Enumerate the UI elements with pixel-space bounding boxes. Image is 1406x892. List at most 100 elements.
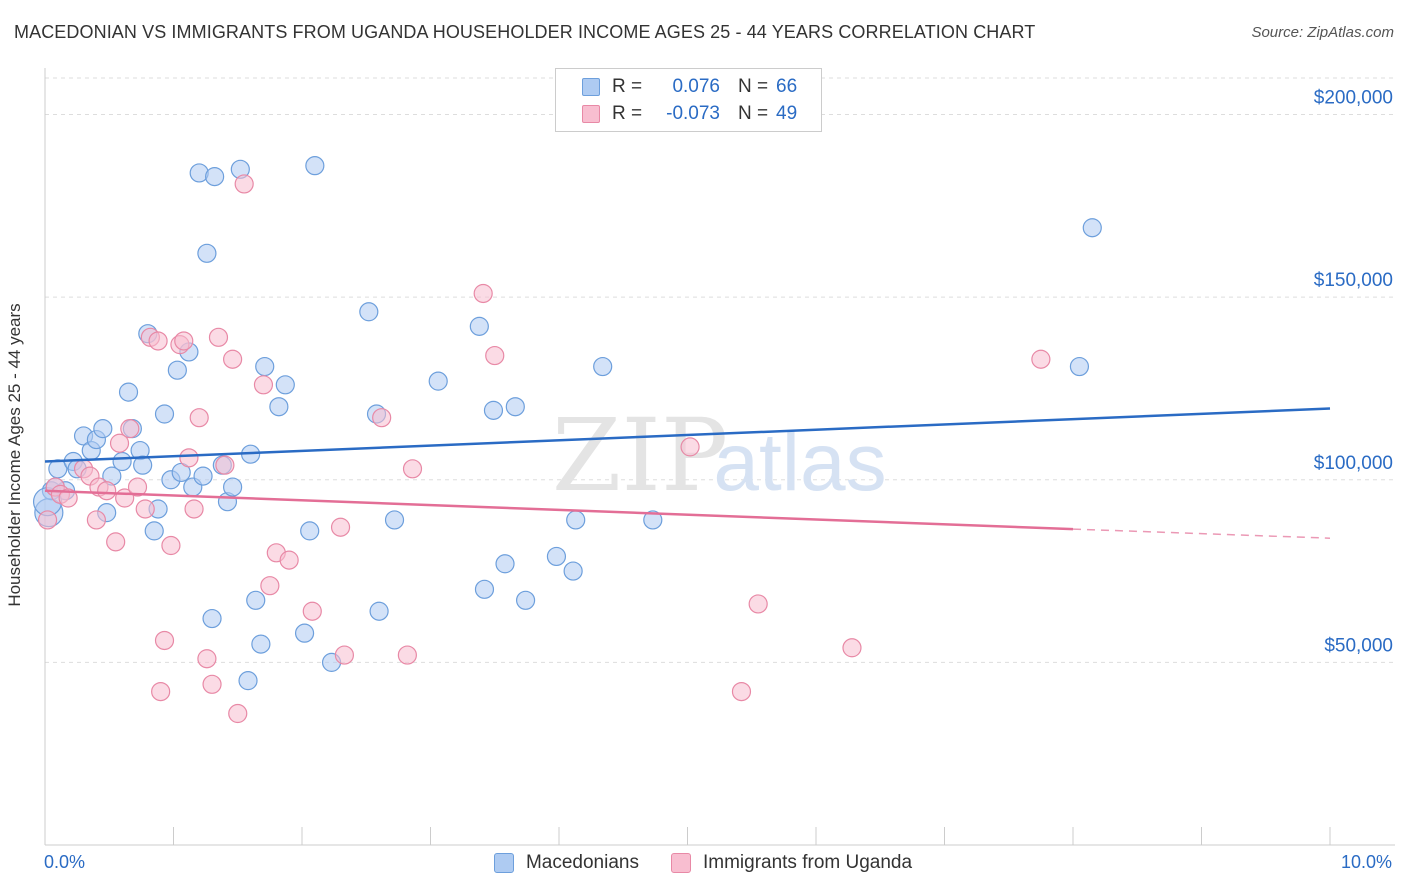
data-point-uganda — [842, 638, 862, 658]
legend-swatch-uganda — [670, 853, 691, 873]
legend-swatch-uganda — [582, 105, 600, 123]
data-point-macedonians — [202, 608, 222, 629]
data-point-macedonians — [167, 360, 187, 380]
data-point-uganda — [184, 499, 204, 519]
data-point-macedonians — [359, 302, 379, 322]
data-point-uganda — [402, 459, 423, 479]
data-point-uganda — [174, 331, 194, 351]
correlation-legend: R = 0.076 N = 66 R = -0.073 N = 49 — [555, 68, 822, 132]
r-label: R = — [612, 103, 643, 124]
legend-row-uganda: R = -0.073 N = 49 — [556, 100, 797, 128]
data-point-uganda — [208, 327, 229, 347]
data-point-macedonians — [300, 521, 320, 541]
data-point-macedonians — [483, 400, 504, 420]
data-point-macedonians — [546, 546, 567, 567]
watermark: ZIP atlas — [552, 397, 887, 514]
data-point-uganda — [120, 419, 140, 439]
n-label: N = — [738, 76, 769, 97]
n-value: 49 — [776, 103, 798, 124]
data-point-macedonians — [294, 623, 315, 643]
data-point-macedonians — [515, 590, 536, 610]
series-legend: Macedonians Immigrants from Uganda — [0, 852, 1406, 874]
data-point-macedonians — [1069, 356, 1090, 377]
data-point-uganda — [135, 499, 155, 519]
data-point-macedonians — [133, 455, 153, 475]
data-point-uganda — [680, 437, 700, 457]
data-point-uganda — [748, 594, 768, 614]
data-point-macedonians — [251, 634, 271, 654]
data-point-uganda — [197, 649, 217, 669]
data-point-uganda — [372, 408, 392, 428]
data-point-macedonians — [275, 375, 295, 395]
data-point-uganda — [731, 681, 752, 702]
data-point-uganda — [397, 645, 417, 665]
data-point-macedonians — [193, 466, 213, 486]
legend-swatch-macedonians — [582, 78, 600, 96]
y-tick-labels: $50,000 $100,000 $150,000 $200,000 — [1314, 88, 1393, 657]
legend-row-macedonians: R = 0.076 N = 66 — [556, 73, 797, 101]
data-point-uganda — [86, 510, 107, 530]
x-tick-label-max: 10.0% — [1340, 852, 1392, 872]
r-label: R = — [612, 76, 643, 97]
data-point-macedonians — [223, 477, 243, 497]
chart-title: MACEDONIAN VS IMMIGRANTS FROM UGANDA HOU… — [14, 22, 1036, 42]
data-point-macedonians — [118, 382, 139, 402]
data-point-macedonians — [154, 404, 175, 424]
y-tick-label: $150,000 — [1314, 270, 1393, 291]
data-point-uganda — [302, 601, 322, 621]
data-point-macedonians — [144, 521, 164, 541]
data-point-macedonians — [469, 316, 489, 336]
data-point-macedonians — [593, 356, 613, 377]
data-point-macedonians — [563, 561, 583, 581]
data-point-macedonians — [643, 510, 663, 530]
r-value: -0.073 — [666, 103, 720, 124]
data-point-macedonians — [197, 243, 217, 263]
data-point-uganda — [279, 550, 299, 570]
data-point-uganda — [148, 331, 168, 351]
data-point-macedonians — [238, 671, 258, 691]
data-point-macedonians — [428, 371, 448, 391]
data-point-macedonians — [495, 554, 515, 574]
data-point-uganda — [260, 576, 280, 596]
data-point-macedonians — [369, 601, 389, 621]
data-point-uganda — [189, 408, 209, 428]
trend-line-extension-uganda — [1072, 528, 1331, 539]
data-point-uganda — [127, 477, 148, 497]
y-tick-label: $100,000 — [1314, 453, 1393, 474]
source-label: Source: ZipAtlas.com — [1251, 24, 1394, 41]
data-point-uganda — [202, 674, 222, 694]
data-point-macedonians — [205, 167, 225, 187]
r-value: 0.076 — [672, 76, 720, 97]
legend-item-macedonians: Macedonians — [493, 852, 639, 874]
data-point-uganda — [179, 448, 199, 468]
data-point-uganda — [58, 488, 78, 508]
data-point-uganda — [334, 645, 355, 665]
x-tick-label-min: 0.0% — [44, 852, 86, 872]
data-point-macedonians — [505, 397, 525, 417]
legend-item-uganda: Immigrants from Uganda — [670, 852, 913, 874]
data-point-uganda — [223, 349, 243, 369]
data-point-macedonians — [384, 510, 405, 530]
data-point-macedonians — [305, 156, 325, 176]
data-point-macedonians — [246, 590, 266, 610]
data-point-uganda — [215, 455, 235, 475]
data-point-uganda — [234, 174, 254, 194]
data-point-macedonians — [474, 579, 495, 599]
y-tick-label: $200,000 — [1314, 88, 1393, 109]
legend-label-uganda: Immigrants from Uganda — [702, 852, 913, 873]
data-point-uganda — [228, 703, 248, 724]
watermark-zip: ZIP — [552, 397, 728, 514]
data-point-macedonians — [112, 451, 132, 472]
data-point-uganda — [485, 345, 505, 366]
data-point-uganda — [1031, 349, 1051, 369]
data-point-uganda — [473, 283, 493, 304]
trend-line-uganda — [44, 489, 1074, 531]
data-point-macedonians — [93, 419, 113, 439]
data-point-macedonians — [566, 510, 586, 530]
y-tick-label: $50,000 — [1324, 635, 1393, 656]
legend-swatch-macedonians — [493, 853, 514, 873]
axes — [44, 68, 1395, 846]
trend-lines — [44, 407, 1331, 539]
data-point-macedonians — [1082, 218, 1102, 238]
